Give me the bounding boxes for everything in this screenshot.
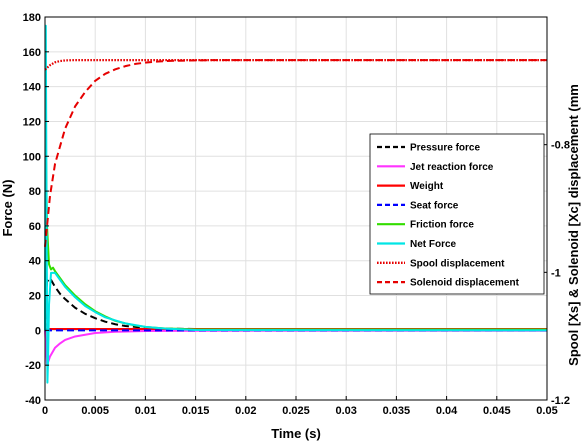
y-tick-label: -20 [25, 360, 41, 372]
legend-label: Jet reaction force [410, 162, 494, 173]
x-tick-label: 0.04 [436, 405, 458, 417]
series-line-net-force [44, 24, 548, 384]
x-tick-label: 0.02 [235, 405, 256, 417]
y-tick-label: 120 [23, 116, 41, 128]
series-line-solenoid-displacement [44, 59, 547, 247]
series-line-spool-displacement [44, 58, 547, 71]
legend: Pressure force Jet reaction force Weight Se… [369, 133, 545, 295]
legend-label: Seat force [410, 200, 459, 211]
y-tick-label: 40 [29, 256, 41, 268]
y-axis-ticks: -40 -20 0 20 40 60 80 100 120 140 160 180 [23, 12, 49, 407]
y2-axis-title: Spool [Xs] & Solenoid [Xc] displacement … [566, 84, 581, 366]
legend-label: Net Force [410, 239, 457, 250]
x-axis-ticks: 0 0.005 0.01 0.015 0.02 0.025 0.03 0.035 0.04 0.0… [42, 396, 558, 417]
y-axis-title: Force (N) [0, 179, 15, 236]
x-tick-label: 0.05 [536, 405, 557, 417]
y-tick-label: 0 [35, 325, 41, 337]
y-tick-label: 80 [29, 186, 41, 198]
x-tick-label: 0.01 [135, 405, 156, 417]
y-tick-label: 60 [29, 221, 41, 233]
y-tick-label: -40 [25, 395, 41, 407]
legend-label: Weight [410, 181, 444, 192]
x-tick-label: 0.03 [335, 405, 356, 417]
x-tick-label: 0 [42, 405, 48, 417]
x-tick-label: 0.025 [282, 405, 310, 417]
series-layer [44, 24, 548, 384]
x-tick-label: 0.035 [383, 405, 411, 417]
legend-box [369, 133, 545, 295]
x-tick-label: 0.005 [81, 405, 109, 417]
y2-tick-label: -0.8 [551, 140, 570, 152]
y-tick-label: 140 [23, 82, 41, 94]
x-tick-label: 0.015 [182, 405, 210, 417]
legend-label: Friction force [410, 220, 474, 231]
legend-label: Solenoid displacement [410, 278, 520, 289]
y2-axis-ticks: -1.2 -1 -0.8 [543, 140, 570, 407]
y-tick-label: 20 [29, 291, 41, 303]
legend-label: Spool displacement [410, 258, 505, 269]
y-tick-label: 100 [23, 151, 41, 163]
legend-label: Pressure force [410, 143, 480, 154]
y2-tick-label: -1.2 [551, 395, 570, 407]
y-tick-label: 160 [23, 47, 41, 59]
y-tick-label: 180 [23, 12, 41, 24]
x-axis-title: Time (s) [271, 426, 321, 441]
x-tick-label: 0.045 [483, 405, 511, 417]
y2-tick-label: -1 [551, 267, 561, 279]
